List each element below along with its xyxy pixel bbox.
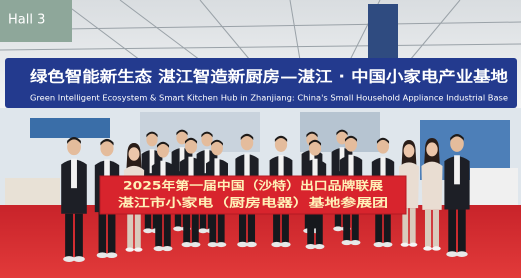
booth-counter: [470, 168, 518, 208]
group-banner-line1: 2025年第一届中国（沙特）出口品牌联展: [123, 179, 384, 193]
booth-panel: [30, 118, 110, 138]
hanging-sign: [368, 4, 398, 62]
banner-chinese: 绿色智能新生态 湛江智造新厨房—湛江 · 中国小家电产业基地: [30, 68, 508, 86]
photo: Hall 3 绿色智能新生态 湛江智造新厨房—湛江 · 中国小家电产业基地 Gr…: [0, 0, 521, 278]
group-banner-line2: 湛江市小家电（厨房电器）基地参展团: [118, 196, 388, 210]
page: {"hall_sign": {"text": "Hall 3"}, "top_b…: [0, 0, 521, 278]
banner-english: Green Intelligent Ecosystem & Smart Kitc…: [30, 94, 508, 103]
hall-sign: Hall 3: [8, 13, 45, 28]
